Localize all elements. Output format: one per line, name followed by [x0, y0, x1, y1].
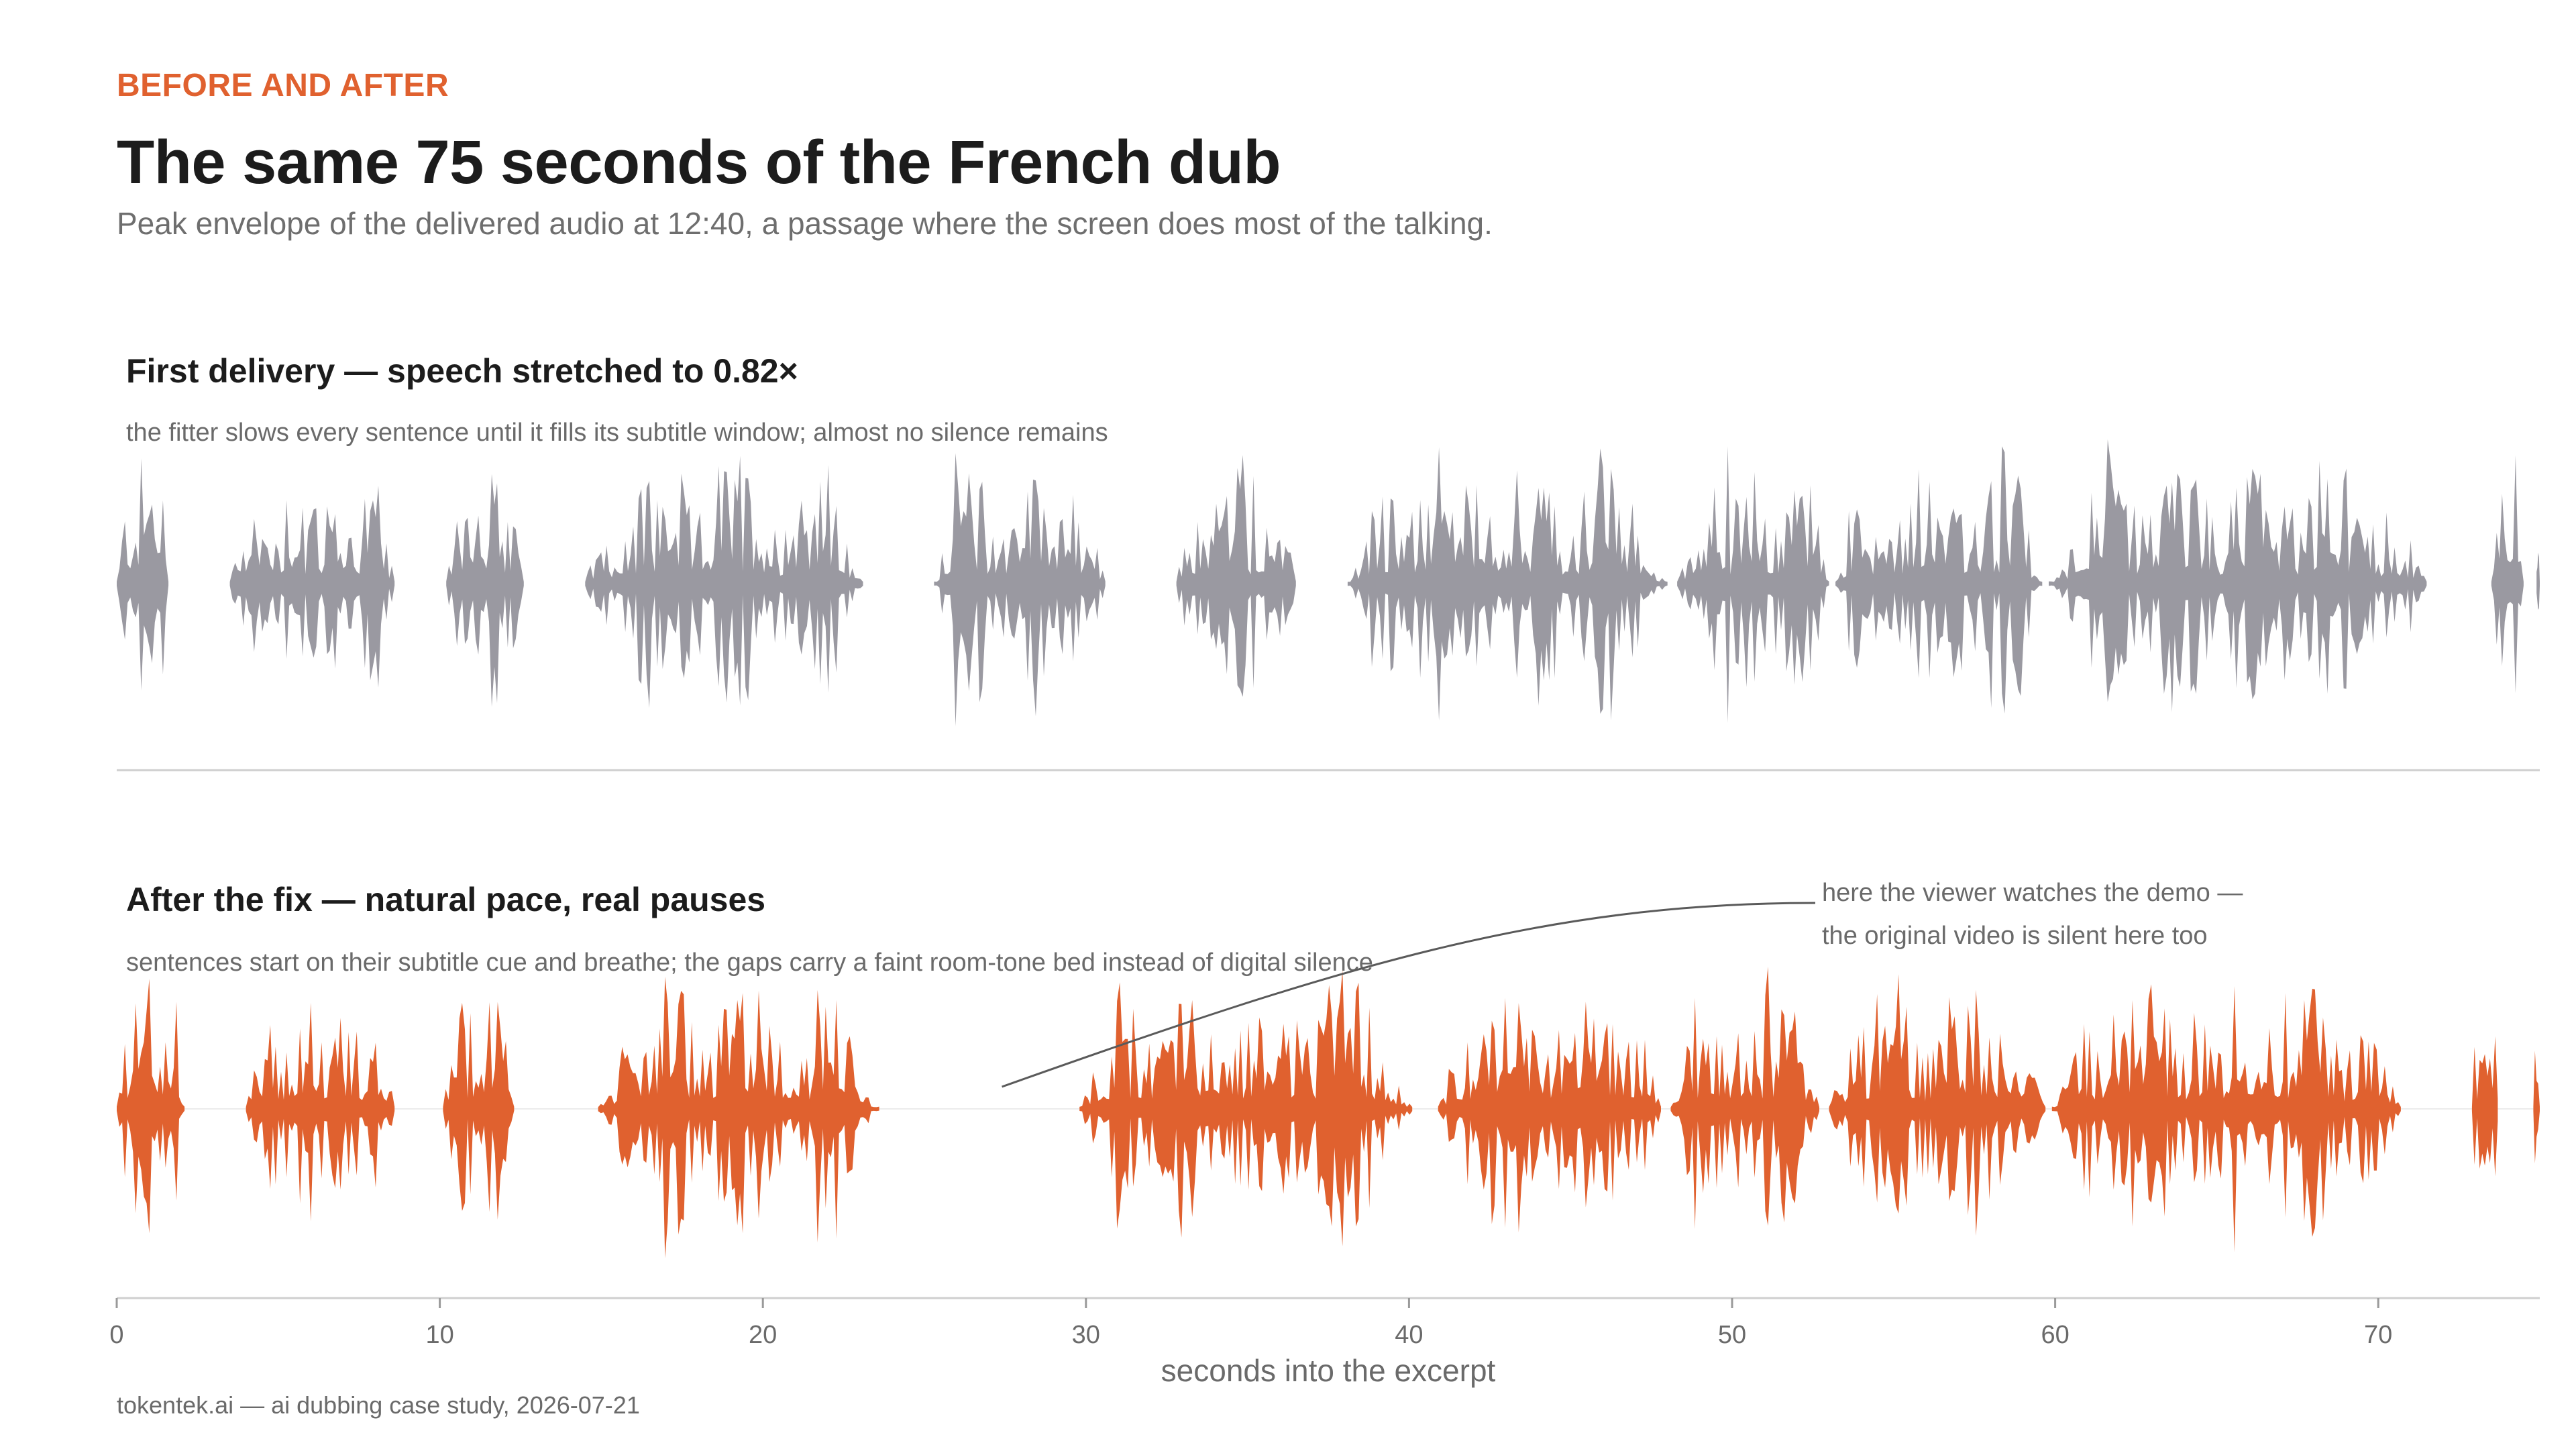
waveform-segment-before-5 [1176, 455, 1296, 697]
x-tick-label-30: 30 [1072, 1321, 1100, 1349]
panel-title-before: First delivery — speech stretched to 0.8… [126, 352, 798, 390]
waveform-segment-after-2 [443, 1002, 515, 1220]
x-axis-ticks: 0 10 20 30 40 50 60 70 [109, 1298, 2392, 1349]
waveform-segment-after-4 [1079, 970, 1413, 1246]
waveform-segment-before-6 [1347, 447, 1668, 720]
waveform-segment-after-0 [117, 979, 185, 1234]
x-tick-label-50: 50 [1718, 1321, 1746, 1349]
x-tick-label-10: 10 [425, 1321, 453, 1349]
x-tick-label-60: 60 [2041, 1321, 2069, 1349]
waveform-segment-after-8 [2051, 984, 2401, 1252]
footer-credit: tokentek.ai — ai dubbing case study, 202… [117, 1391, 640, 1419]
panel-title-after: After the fix — natural pace, real pause… [126, 881, 766, 918]
waveform-segment-after-6 [1670, 967, 1819, 1230]
waveform-segment-after-1 [246, 1002, 395, 1222]
x-tick-label-20: 20 [749, 1321, 777, 1349]
x-tick-label-0: 0 [109, 1321, 123, 1349]
waveform-segment-after-3 [598, 977, 879, 1258]
waveform-segment-before-2 [446, 474, 524, 707]
waveform-segment-before-7 [1677, 446, 1829, 723]
waveform-segment-after-7 [1829, 974, 2046, 1236]
waveform-segment-after-5 [1438, 998, 1661, 1232]
waveform-segment-after-9 [2471, 1036, 2498, 1177]
waveform-segment-before-0 [117, 458, 169, 691]
waveform-segment-before-3 [585, 455, 863, 708]
x-axis-label: seconds into the excerpt [1161, 1353, 1496, 1388]
waveform-segment-before-9 [2049, 439, 2427, 712]
x-tick-label-70: 70 [2364, 1321, 2392, 1349]
panel-subtitle-after: sentences start on their subtitle cue an… [126, 949, 1373, 977]
waveform-segment-before-1 [229, 486, 395, 688]
waveform-segment-before-10 [2491, 455, 2524, 694]
panel-subtitle-before: the fitter slows every sentence until it… [126, 419, 1108, 447]
waveform-segment-before-8 [1835, 446, 2043, 714]
annotation-line-1: here the viewer watches the demo — [1822, 879, 2243, 907]
x-tick-label-40: 40 [1395, 1321, 1423, 1349]
waveform-segment-after-10 [2533, 1051, 2540, 1164]
waveform-segment-before-11 [2536, 552, 2540, 610]
annotation-line-2: the original video is silent here too [1822, 922, 2208, 950]
page-subtitle: Peak envelope of the delivered audio at … [117, 206, 1493, 241]
waveform-segment-before-4 [934, 453, 1106, 727]
page-title: The same 75 seconds of the French dub [117, 128, 1281, 197]
kicker: BEFORE AND AFTER [117, 68, 449, 103]
waveform-before [117, 439, 2540, 727]
waveform-after [117, 967, 2540, 1258]
annotation-leader-line [1002, 902, 1816, 1088]
